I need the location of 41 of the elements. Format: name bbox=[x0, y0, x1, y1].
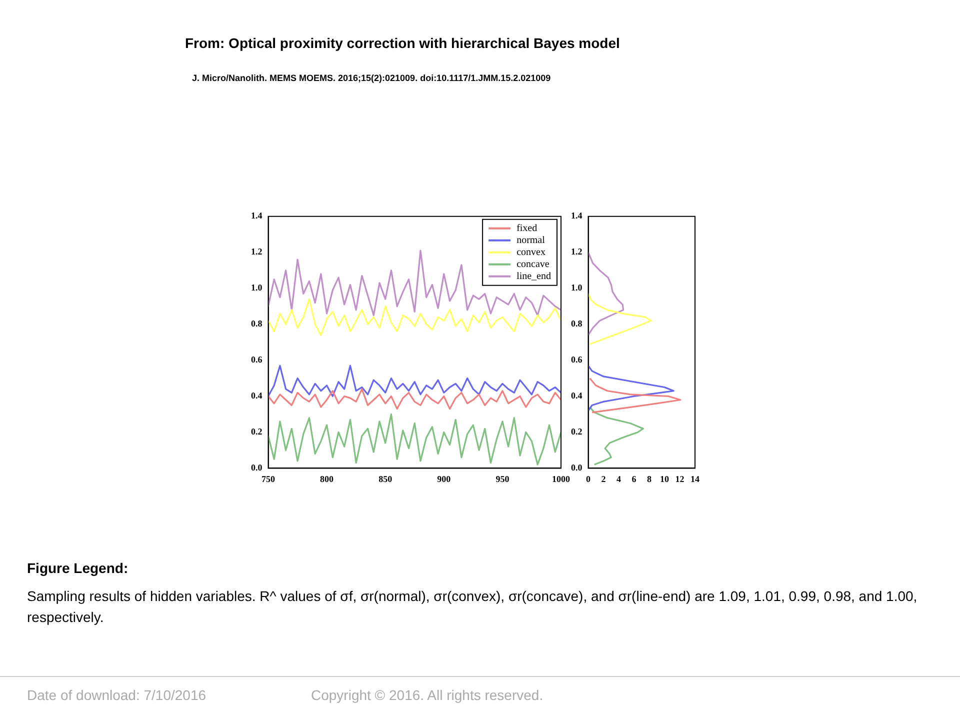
x-tick-label: 14 bbox=[690, 474, 700, 484]
x-tick-label: 750 bbox=[262, 474, 276, 484]
y-tick-label: 0.4 bbox=[571, 390, 583, 401]
text: Figure Legend: bbox=[27, 560, 128, 576]
x-tick-label: 12 bbox=[675, 474, 685, 484]
legend-label: normal bbox=[516, 235, 546, 246]
x-tick-label: 2 bbox=[601, 474, 606, 484]
text: Sampling results of hidden variables. R^ values of σf, σr(normal), σr(convex), σr(concave), and σr(line-end) are 1.09, 1.01, 0.99, 0.98, and 1.00, respectively. bbox=[27, 587, 918, 627]
x-tick-label: 900 bbox=[437, 474, 452, 484]
y-tick-label: 0.6 bbox=[251, 354, 263, 365]
x-tick-label: 10 bbox=[660, 474, 670, 484]
x-tick-label: 4 bbox=[616, 474, 622, 484]
x-tick-label: 800 bbox=[320, 474, 334, 484]
y-tick-label: 0.0 bbox=[571, 462, 583, 473]
y-tick-label: 0.2 bbox=[251, 426, 263, 437]
y-tick-label: 1.2 bbox=[571, 246, 583, 257]
y-tick-label: 0.6 bbox=[571, 354, 583, 365]
text: Date of download: 7/10/2016 bbox=[27, 687, 206, 703]
legend-label: fixed bbox=[516, 223, 538, 234]
chart-subtitle: J. Micro/Nanolith. MEMS MOEMS. 2016;15(2):021009. doi:10.1117/1.JMM.15.2.021009 bbox=[192, 73, 551, 83]
y-tick-label: 0.4 bbox=[251, 390, 263, 401]
y-tick-label: 1.4 bbox=[251, 210, 263, 221]
y-tick-label: 1.0 bbox=[251, 282, 263, 293]
x-tick-label: 850 bbox=[378, 474, 393, 484]
x-tick-label: 8 bbox=[647, 474, 652, 484]
y-tick-label: 0.8 bbox=[251, 318, 263, 329]
legend-label: concave bbox=[516, 259, 550, 270]
chart-title: From: Optical proximity correction with hierarchical Bayes model bbox=[185, 35, 620, 51]
x-tick-label: 0 bbox=[586, 474, 591, 484]
y-tick-label: 0.2 bbox=[571, 426, 583, 437]
x-tick-label: 950 bbox=[496, 474, 510, 484]
legend-label: convex bbox=[516, 247, 546, 258]
x-tick-label: 1000 bbox=[552, 474, 570, 484]
text: Copyright © 2016. All rights reserved. bbox=[311, 687, 544, 703]
y-tick-label: 1.2 bbox=[251, 246, 263, 257]
y-tick-label: 1.0 bbox=[571, 282, 583, 293]
y-tick-label: 0.0 bbox=[251, 462, 263, 473]
y-tick-label: 1.4 bbox=[571, 210, 583, 221]
legend-label: line_end bbox=[516, 271, 552, 282]
x-tick-label: 6 bbox=[632, 474, 637, 484]
y-tick-label: 0.8 bbox=[571, 318, 583, 329]
